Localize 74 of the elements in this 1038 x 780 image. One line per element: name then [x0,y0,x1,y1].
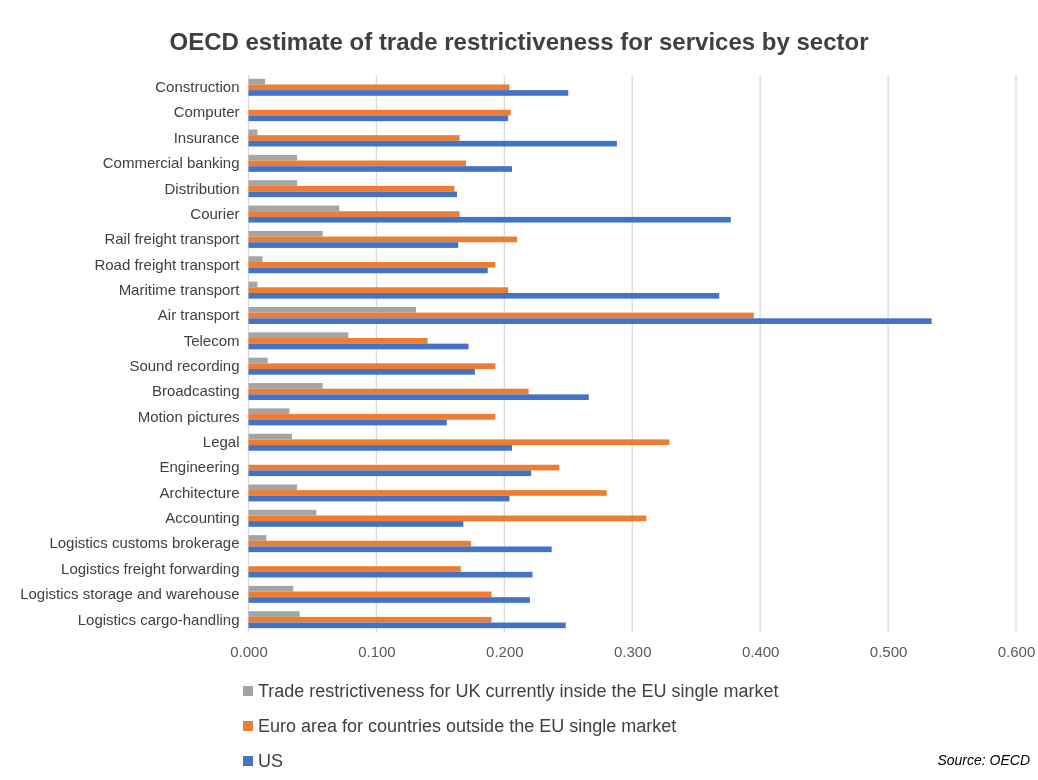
bar [248,566,461,572]
bar [248,261,496,268]
bar [248,616,492,623]
y-tick-label: Logistics cargo-handling [77,610,240,628]
bar [248,256,263,262]
source-note: Source: OECD [937,752,1030,768]
legend-label: US [258,751,284,771]
x-tick-label: 0.200 [486,642,524,660]
bar [248,230,323,237]
bar [248,521,464,527]
bar [248,166,513,172]
bar [248,287,509,293]
y-tick-label: Courier [190,204,240,222]
x-tick-label: 0.400 [741,642,780,660]
y-tick-label: Motion pictures [137,407,240,425]
bar [248,154,298,161]
bar [248,332,349,338]
bar [248,585,294,592]
legend-label: Euro area for countries outside the EU single market [258,716,677,736]
bar [248,414,496,420]
y-tick-label: Telecom [183,331,240,349]
y-tick-label: Engineering [159,458,240,476]
bar [248,306,417,313]
bar [248,597,530,603]
bar [248,546,552,553]
y-tick-label: Architecture [159,483,240,501]
bar [248,318,932,324]
bar [248,216,731,223]
x-tick-label: 0.100 [358,642,396,660]
bar [248,535,267,541]
bar [248,84,510,91]
bar [248,363,496,370]
bar [248,439,670,446]
bar [248,515,647,522]
bar [248,490,607,496]
y-tick-label: Road freight transport [94,255,241,273]
bar [248,445,513,451]
y-tick-label: Construction [155,78,240,96]
bar [248,470,532,477]
bar [248,180,298,186]
y-tick-label: Legal [202,433,240,451]
x-tick-label: 0.600 [997,642,1036,660]
y-tick-label: Air transport [157,306,241,324]
y-tick-label: Logistics freight forwarding [61,559,240,577]
bar [248,611,300,617]
y-tick-label: Logistics storage and warehouse [20,585,240,603]
y-tick-label: Sound recording [129,356,240,374]
y-tick-label: Distribution [164,179,240,197]
y-tick-label: Commercial banking [102,154,240,172]
y-tick-label: Computer [173,103,240,121]
y-tick-label: Accounting [165,509,240,527]
legend-label: Trade restrictiveness for UK currently inside the EU single market [258,681,779,701]
y-tick-label: Insurance [173,128,240,146]
bar [248,337,428,344]
bar [248,369,475,375]
y-tick-label: Maritime transport [118,280,241,298]
bar [248,484,298,491]
bar [248,242,459,248]
bar [248,408,290,415]
bar [248,135,460,141]
bar [248,211,460,217]
y-tick-label: Broadcasting [151,382,240,400]
bar [248,292,720,299]
bar [248,115,509,122]
bar [248,185,455,192]
bar [248,90,569,96]
x-tick-label: 0.000 [230,642,268,660]
bar [248,394,589,401]
x-tick-label: 0.300 [613,642,652,660]
x-tick-label: 0.500 [869,642,908,660]
bar [248,383,323,389]
chart-title: OECD estimate of trade restrictiveness for services by sector [169,28,869,55]
y-tick-label: Rail freight transport [104,230,241,248]
y-tick-label: Logistics customs brokerage [49,534,240,552]
